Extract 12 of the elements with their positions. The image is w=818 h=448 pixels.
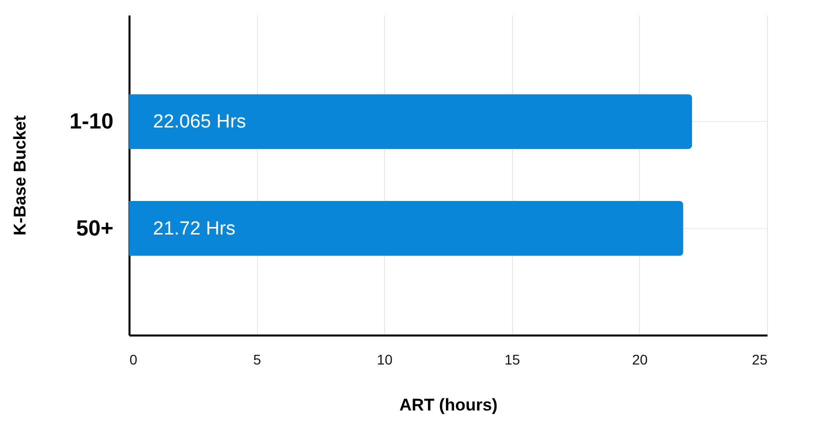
x-tick-label: 20	[632, 352, 648, 368]
y-tick-label: 1-10	[69, 108, 114, 134]
data-label: 21.72 Hrs	[153, 218, 236, 240]
x-axis-title: ART (hours)	[399, 396, 498, 414]
data-label: 22.065 Hrs	[153, 112, 246, 133]
y-tick-label: 50+	[76, 215, 114, 240]
x-tick-label: 25	[752, 352, 768, 368]
x-tick-label: 5	[253, 352, 262, 368]
x-tick-label: 15	[504, 352, 520, 368]
x-tick-label: 0	[130, 352, 138, 368]
y-axis-title: K-Base Bucket	[10, 115, 30, 236]
x-tick-label: 10	[376, 352, 393, 368]
